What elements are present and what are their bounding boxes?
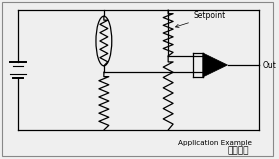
Polygon shape <box>203 53 227 77</box>
Text: 应用实例: 应用实例 <box>228 146 249 155</box>
Text: Setpoint: Setpoint <box>175 11 226 28</box>
Text: Application Example: Application Example <box>178 140 252 146</box>
Text: Out: Out <box>262 61 276 69</box>
